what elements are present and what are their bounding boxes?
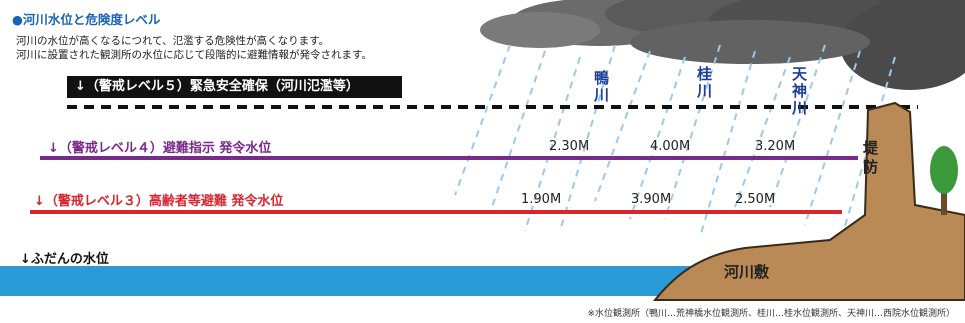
riverbed-ground xyxy=(652,101,965,301)
tenjingawa-level3-value: 2.50M xyxy=(735,192,776,207)
tenjingawa-level4-value: 3.20M xyxy=(755,139,796,154)
rain-streak xyxy=(769,44,826,208)
tree-icon xyxy=(930,146,958,215)
normal-water xyxy=(0,266,720,296)
river-name-tenjingawa: 天神川 xyxy=(790,66,808,117)
dike-label: 堤防 xyxy=(861,140,879,178)
rain-streak xyxy=(559,44,616,232)
rain-streak xyxy=(664,44,721,220)
rain-streak xyxy=(734,56,791,208)
diagram-title: ●河川水位と危険度レベル xyxy=(12,12,161,27)
katsuragawa-level3-value: 3.90M xyxy=(631,192,672,207)
description-line-2: 河川に設置された観測所の水位に応じて段階的に避難情報が発令されます。 xyxy=(16,49,372,61)
rain-cloud xyxy=(480,0,965,90)
kamogawa-level4-value: 2.30M xyxy=(549,139,590,154)
river-name-kamogawa: 鴨川 xyxy=(592,70,610,104)
rain-streak xyxy=(594,50,651,202)
level5-label: ↓（警戒レベル５）緊急安全確保（河川氾濫等） xyxy=(67,76,402,98)
rain-streak xyxy=(454,44,511,196)
river-name-katsuragawa: 桂川 xyxy=(695,66,713,100)
level4-label: ↓（警戒レベル４）避難指示 発令水位 xyxy=(48,141,272,156)
rain-streak xyxy=(804,50,861,226)
rain-streak xyxy=(489,50,546,214)
rain-streak xyxy=(629,56,686,220)
kamogawa-level3-value: 1.90M xyxy=(521,192,562,207)
level3-label: ↓（警戒レベル３）高齢者等避難 発令水位 xyxy=(34,194,284,209)
footnote: ※水位観測所（鴨川…荒神橋水位観測所、桂川…桂水位観測所、天神川…西院水位観測所… xyxy=(587,309,955,319)
rain-streak xyxy=(524,56,581,232)
description-line-1: 河川の水位が高くなるにつれて、氾濫する危険性が高くなります。 xyxy=(16,35,330,47)
katsuragawa-level4-value: 4.00M xyxy=(650,139,691,154)
rain-streak xyxy=(699,50,756,238)
riverbed-label: 河川敷 xyxy=(724,263,770,281)
normal-level-label: ↓ふだんの水位 xyxy=(20,252,109,267)
